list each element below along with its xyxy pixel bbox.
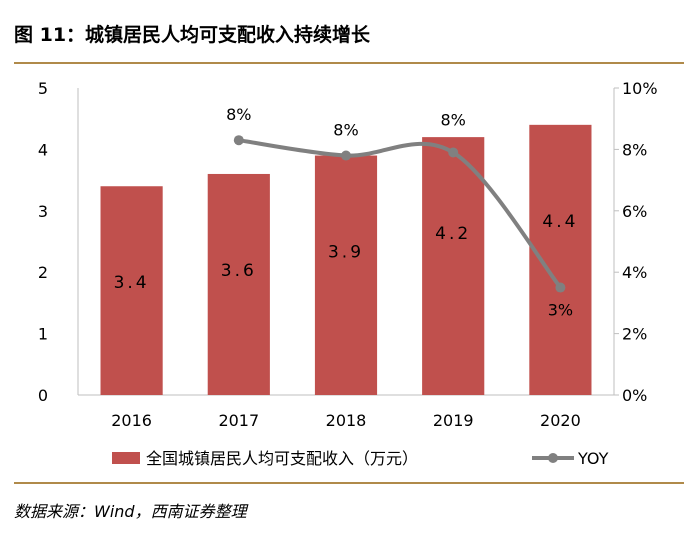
bar <box>100 186 163 395</box>
yoy-point <box>233 135 244 146</box>
legend: 全国城镇居民人均可支配收入（万元） YOY <box>112 449 609 468</box>
bar-data-label: 4.2 <box>435 224 471 244</box>
y-right-tick-label: 10% <box>622 79 658 98</box>
bottom-rule <box>14 482 684 484</box>
bar <box>207 173 270 395</box>
yoy-line: 8% 8% 8% 3% <box>226 105 573 319</box>
x-tick-label: 2017 <box>218 411 259 430</box>
x-tick-label: 2020 <box>540 411 581 430</box>
y-left-tick-label: 1 <box>38 325 48 344</box>
yoy-data-label: 8% <box>226 105 251 124</box>
legend-bar-swatch <box>112 452 140 464</box>
bar-data-label: 3.6 <box>221 261 257 281</box>
y-left-tick-label: 2 <box>38 263 48 282</box>
y-right-tick-label: 8% <box>622 140 647 159</box>
bar <box>422 137 485 395</box>
y-right-tick-label: 4% <box>622 263 647 282</box>
bar <box>314 155 378 395</box>
top-rule <box>14 62 684 64</box>
x-tick-label: 2018 <box>326 411 367 430</box>
bars: 3.4 3.6 3.9 4.2 4.4 <box>100 124 592 395</box>
yoy-data-label: 3% <box>548 301 573 320</box>
y-right-tick-label: 6% <box>622 202 647 221</box>
yoy-data-label: 8% <box>441 110 466 129</box>
y-right-tick-label: 2% <box>622 325 647 344</box>
source-note: 数据来源：Wind，西南证券整理 <box>14 502 247 521</box>
legend-line-label: YOY <box>577 449 609 468</box>
x-tick-label: 2019 <box>433 411 474 430</box>
legend-bar-label: 全国城镇居民人均可支配收入（万元） <box>146 449 418 468</box>
yoy-point <box>341 150 351 161</box>
yoy-data-label: 8% <box>333 121 358 140</box>
y-left-tick-label: 4 <box>38 140 48 159</box>
y-left-tick-label: 3 <box>38 202 48 221</box>
y-left-tick-label: 0 <box>38 386 48 405</box>
bar-data-label: 4.4 <box>542 212 578 232</box>
axes: 0 1 2 3 4 5 0% 2% 4% 6% 8% 10% 2016 2017 2018 2019 2020 <box>38 79 658 430</box>
bar <box>529 124 592 395</box>
bar-data-label: 3.4 <box>114 273 150 293</box>
legend-line-marker <box>548 453 558 463</box>
y-left-tick-label: 5 <box>38 79 48 98</box>
yoy-point <box>448 147 459 158</box>
figure-title: 图 11：城镇居民人均可支配收入持续增长 <box>14 24 371 46</box>
y-right-tick-label: 0% <box>622 386 647 405</box>
x-tick-label: 2016 <box>111 411 152 430</box>
yoy-line-path <box>238 138 562 289</box>
bar-data-label: 3.9 <box>328 243 364 263</box>
yoy-point <box>555 282 566 293</box>
